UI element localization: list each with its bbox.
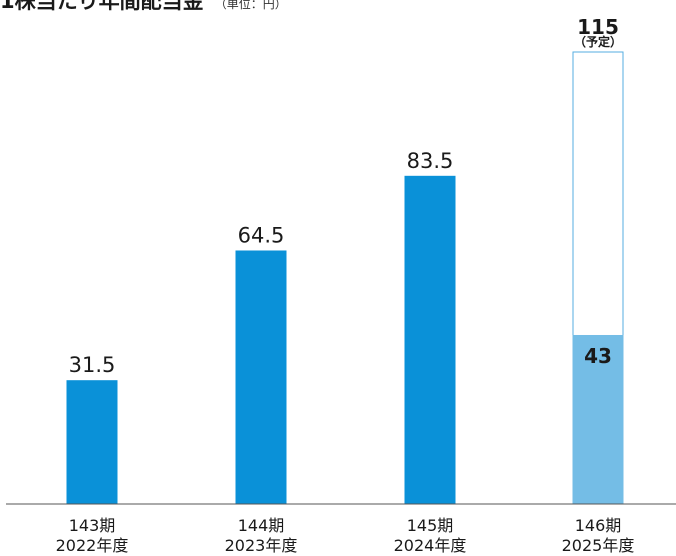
value-label-1: 64.5 [238,223,285,247]
category-period-2: 145期 [407,516,454,535]
chart-title: 1株当たり年間配当金 [0,0,205,13]
bar-1 [235,250,287,504]
bar-0 [66,380,118,504]
category-period-1: 144期 [238,516,285,535]
category-year-2: 2024年度 [394,536,467,555]
value-label-0: 31.5 [69,353,116,377]
chart-title-line: 1株当たり年間配当金 （単位：円） [0,0,287,13]
value-label-2: 83.5 [407,149,454,173]
category-period-0: 143期 [69,516,116,535]
category-year-0: 2022年度 [56,536,129,555]
category-period-3: 146期 [575,516,622,535]
category-year-1: 2023年度 [225,536,298,555]
bar-2 [404,175,456,504]
bar-group [66,51,624,505]
chart-unit: （単位：円） [215,0,287,11]
bar-forecast-interim [572,334,624,504]
category-year-3: 2025年度 [562,536,635,555]
value-label-forecast-interim: 43 [584,344,612,368]
value-label-forecast-total: 115 [577,15,619,39]
forecast-note: （予定） [574,34,622,49]
